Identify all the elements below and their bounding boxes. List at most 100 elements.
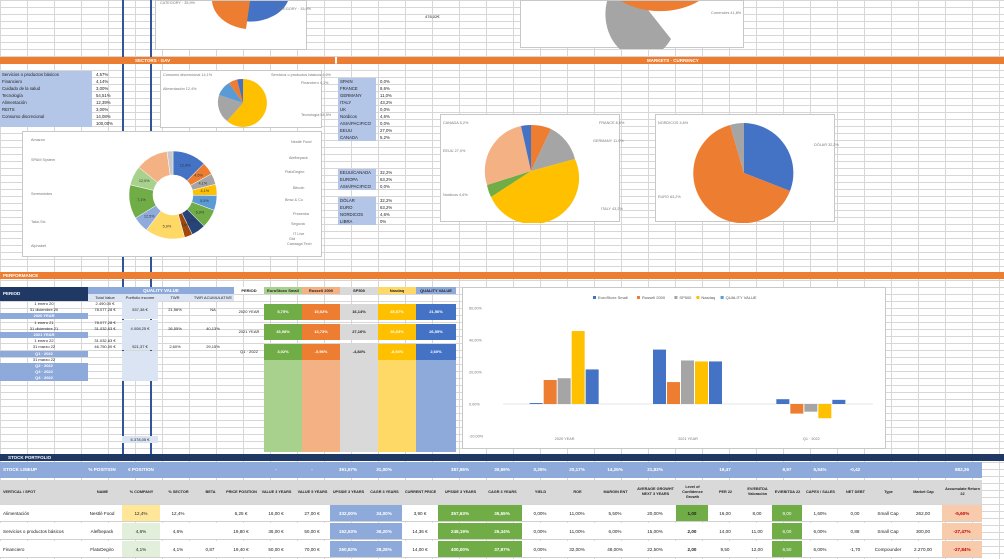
stock-cell[interactable]: 6,50: [772, 541, 802, 558]
stock-cell[interactable]: 357,63%: [438, 505, 482, 522]
summary-cell[interactable]: 14,25%: [596, 462, 634, 478]
stock-cell[interactable]: 248,19%: [438, 523, 482, 540]
total-value-cell[interactable]: 46.750,00 €: [94, 344, 116, 350]
income-cell[interactable]: 537,38 €: [122, 307, 158, 314]
stock-cell[interactable]: 35,55%: [482, 505, 522, 522]
income-cell[interactable]: [122, 319, 158, 326]
summary-cell[interactable]: [872, 462, 904, 478]
stock-cell[interactable]: 14,00 €: [402, 541, 438, 558]
table-cell[interactable]: ITALY: [338, 99, 376, 106]
table-cell[interactable]: 11,0%: [380, 93, 392, 98]
summary-cell[interactable]: 21,83%: [634, 462, 676, 478]
stock-cell[interactable]: Compounder: [872, 541, 904, 558]
stock-cell[interactable]: 11,00%: [558, 505, 596, 522]
twr-acc-cell[interactable]: [192, 357, 234, 363]
twr-acc-cell[interactable]: [192, 320, 234, 326]
period-row-label[interactable]: Q1 · 2022: [0, 350, 88, 357]
period-row-label[interactable]: 1 enero 22: [34, 338, 54, 344]
stock-cell[interactable]: 27,00 €: [294, 505, 330, 522]
index-period[interactable]: 2021 YEAR: [238, 329, 260, 334]
table-cell[interactable]: EUROPA: [338, 176, 376, 183]
stock-cell[interactable]: 0,88: [838, 523, 872, 540]
stock-cell[interactable]: 0,00%: [522, 505, 558, 522]
stock-cell[interactable]: 0,00%: [522, 523, 558, 540]
stock-cell[interactable]: 50,00 €: [258, 541, 294, 558]
period-row-label[interactable]: Q2 · 2022: [0, 363, 88, 369]
total-value-cell[interactable]: [88, 357, 122, 363]
index-value[interactable]: -4,84%: [340, 344, 378, 360]
stock-cell[interactable]: 262,00: [904, 505, 942, 522]
twr-cell[interactable]: [158, 375, 192, 381]
twr-acc-cell[interactable]: [192, 338, 234, 344]
period-row-label[interactable]: Q3 · 2022: [0, 369, 88, 376]
stock-cell[interactable]: 11,00%: [558, 523, 596, 540]
stock-cell[interactable]: Nestlé Food: [82, 505, 122, 522]
stock-cell[interactable]: 12,00: [742, 541, 772, 558]
table-cell[interactable]: Consumo discrecional: [0, 113, 92, 120]
index-value[interactable]: 3,02%: [264, 344, 302, 360]
stock-cell[interactable]: 16,00: [708, 505, 742, 522]
stock-cell[interactable]: 2,00: [676, 541, 708, 558]
table-cell[interactable]: 0%: [380, 219, 387, 224]
stock-cell[interactable]: Small Cap: [872, 505, 904, 522]
stock-cell[interactable]: 37,97%: [482, 541, 522, 558]
table-cell[interactable]: 0,0%: [380, 79, 390, 84]
table-cell[interactable]: EURO: [338, 204, 376, 211]
stock-cell[interactable]: Servicios o productos básicos: [0, 523, 82, 540]
stock-cell[interactable]: 2.270,00: [904, 541, 942, 558]
twr-cell[interactable]: [158, 357, 192, 363]
top-left-pie-card[interactable]: CATEGORY · 35,9% CATEGORY · 33,9%: [155, 0, 311, 50]
twr-cell[interactable]: [158, 332, 192, 338]
stock-cell[interactable]: 0,87: [196, 541, 224, 558]
table-cell[interactable]: 5,2%: [380, 135, 390, 140]
table-cell[interactable]: Financiero: [0, 78, 92, 85]
twr-acc-cell[interactable]: [192, 369, 234, 375]
table-cell[interactable]: 3,00%: [96, 107, 109, 112]
table-cell[interactable]: Nordicos: [338, 113, 376, 120]
period-row-label[interactable]: 31 marzo 22: [32, 356, 56, 362]
stock-cell[interactable]: 1,00: [676, 505, 708, 522]
table-cell[interactable]: 32,2%: [380, 198, 393, 203]
stock-cell[interactable]: Alefbepack: [82, 523, 122, 540]
index-value[interactable]: -5,96%: [302, 344, 340, 360]
stock-cell[interactable]: 48,00%: [596, 541, 634, 558]
table-cell[interactable]: SPAIN: [338, 78, 376, 85]
summary-cell[interactable]: 387,86%: [438, 462, 482, 478]
table-cell[interactable]: [0, 120, 92, 127]
summary-cell[interactable]: 9,97: [772, 462, 802, 478]
period-row-label[interactable]: 31 marzo 22: [32, 344, 56, 350]
stock-cell[interactable]: 3,90 €: [402, 505, 438, 522]
index-value[interactable]: 33,98%: [264, 324, 302, 340]
stock-cell[interactable]: 400,00%: [438, 541, 482, 558]
twr-acc-cell[interactable]: [192, 332, 234, 338]
twr-cell[interactable]: [158, 363, 192, 369]
table-cell[interactable]: LIBRA: [338, 218, 376, 225]
stock-cell[interactable]: 12,4%: [160, 505, 196, 522]
stock-cell[interactable]: Small Cap: [872, 523, 904, 540]
twr-cell[interactable]: 21,56%: [168, 307, 182, 313]
table-cell[interactable]: 0,0%: [380, 107, 390, 112]
performance-chart-card[interactable]: EuroStoxx Small Russell 2000 SP500 Nasdaq QU…: [462, 287, 886, 449]
twr-cell[interactable]: 2,60%: [169, 344, 181, 350]
income-cell[interactable]: 521,37 €: [122, 344, 158, 351]
stock-cell[interactable]: 32,00%: [558, 541, 596, 558]
stock-cell[interactable]: 12,4%: [122, 505, 160, 522]
stock-cell[interactable]: Financiero: [0, 541, 82, 558]
table-cell[interactable]: 0,0%: [380, 121, 390, 126]
stock-cell[interactable]: 6,00: [772, 523, 802, 540]
stock-cell[interactable]: 0,00: [838, 505, 872, 522]
summary-cell[interactable]: [160, 462, 196, 478]
table-cell[interactable]: ASIA/PACIFICO: [338, 120, 376, 127]
stock-cell[interactable]: 8,00: [742, 505, 772, 522]
total-value-cell[interactable]: 31.032,63 €: [94, 338, 116, 344]
table-cell[interactable]: 4,6%: [380, 114, 390, 119]
summary-cell[interactable]: 20,17%: [558, 462, 596, 478]
twr-cell[interactable]: [158, 338, 192, 344]
summary-cell[interactable]: [742, 462, 772, 478]
total-value-cell[interactable]: 31.032,63 €: [94, 325, 116, 331]
stock-cell[interactable]: 4,6%: [122, 523, 160, 540]
table-cell[interactable]: DÓLAR: [338, 197, 376, 204]
stock-cell[interactable]: 14,36 €: [402, 523, 438, 540]
twr-cell[interactable]: [158, 351, 192, 357]
total-income-cell[interactable]: 6.378,05 €: [122, 436, 158, 443]
